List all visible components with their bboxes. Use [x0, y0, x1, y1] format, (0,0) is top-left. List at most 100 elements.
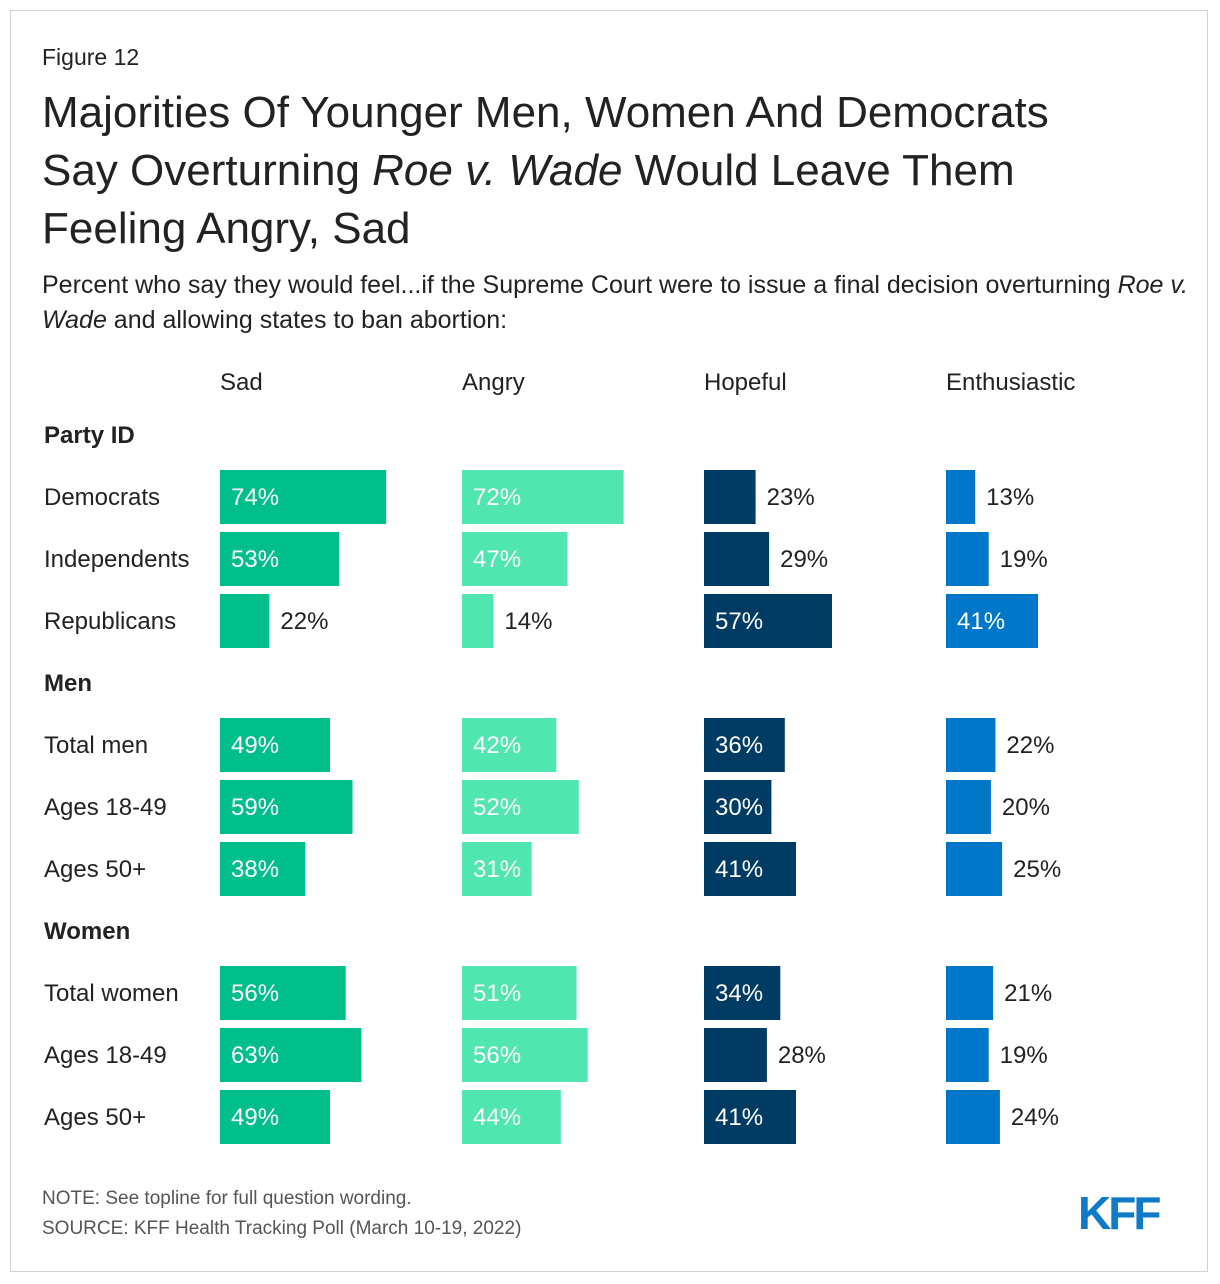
bar-enthusiastic-4	[946, 780, 991, 834]
row-label-republicans: Republicans	[44, 608, 177, 635]
bar-hopeful-4	[704, 780, 772, 834]
bar-label-enthusiastic-1: 19%	[1000, 546, 1048, 573]
bar-label-hopeful-3: 36%	[715, 732, 763, 759]
bar-sad-8	[220, 1090, 330, 1144]
chart-title: Majorities Of Younger Men, Women And Dem…	[42, 84, 1192, 258]
bar-angry-6	[462, 966, 577, 1020]
subtitle-pre: Percent who say they would feel...if the…	[42, 271, 1118, 299]
bar-enthusiastic-1	[946, 532, 989, 586]
bar-enthusiastic-8	[946, 1090, 1000, 1144]
row-label-men-18-49: Ages 18-49	[44, 794, 167, 821]
subtitle-italic: Roe v. Wade	[42, 271, 1188, 334]
group-label-men: Men	[44, 670, 92, 697]
bar-enthusiastic-3	[946, 718, 996, 772]
bar-label-enthusiastic-6: 21%	[1004, 980, 1052, 1007]
bar-label-hopeful-7: 28%	[778, 1042, 826, 1069]
source-text: SOURCE: KFF Health Tracking Poll (March …	[42, 1218, 522, 1239]
bar-angry-0	[462, 470, 624, 524]
bar-label-sad-5: 38%	[231, 856, 279, 883]
figure-frame	[10, 10, 1208, 1272]
bar-label-sad-8: 49%	[231, 1104, 279, 1131]
column-header-hopeful: Hopeful	[704, 369, 787, 396]
bar-hopeful-3	[704, 718, 785, 772]
bar-label-enthusiastic-4: 20%	[1002, 794, 1050, 821]
bar-label-sad-2: 22%	[280, 608, 328, 635]
bar-hopeful-2	[704, 594, 832, 648]
bar-label-hopeful-4: 30%	[715, 794, 763, 821]
bar-enthusiastic-6	[946, 966, 994, 1020]
bar-label-sad-1: 53%	[231, 546, 279, 573]
bar-enthusiastic-5	[946, 842, 1003, 896]
title-line-2-post: Would Leave Them	[622, 146, 1015, 195]
bar-label-angry-5: 31%	[473, 856, 521, 883]
bar-label-angry-1: 47%	[473, 546, 521, 573]
bar-label-enthusiastic-2: 41%	[957, 608, 1005, 635]
bar-label-angry-4: 52%	[473, 794, 521, 821]
chart-subtitle: Percent who say they would feel...if the…	[42, 268, 1192, 338]
row-label-total-women: Total women	[44, 980, 179, 1007]
bar-label-enthusiastic-0: 13%	[986, 484, 1034, 511]
row-label-women-50-plus: Ages 50+	[44, 1104, 147, 1131]
column-header-angry: Angry	[462, 369, 525, 396]
bar-label-sad-3: 49%	[231, 732, 279, 759]
bar-label-sad-4: 59%	[231, 794, 279, 821]
bar-hopeful-7	[704, 1028, 767, 1082]
bar-enthusiastic-2	[946, 594, 1038, 648]
bar-label-hopeful-1: 29%	[780, 546, 828, 573]
bar-angry-5	[462, 842, 532, 896]
bar-sad-1	[220, 532, 339, 586]
bar-label-sad-7: 63%	[231, 1042, 279, 1069]
bar-hopeful-0	[704, 470, 756, 524]
bar-label-enthusiastic-7: 19%	[1000, 1042, 1048, 1069]
bar-label-angry-7: 56%	[473, 1042, 521, 1069]
row-label-total-men: Total men	[44, 732, 149, 759]
bar-label-enthusiastic-8: 24%	[1011, 1104, 1059, 1131]
bar-label-angry-8: 44%	[473, 1104, 521, 1131]
title-line-2-pre: Say Overturning	[42, 146, 373, 195]
bar-label-hopeful-6: 34%	[715, 980, 763, 1007]
bar-label-sad-0: 74%	[231, 484, 279, 511]
bar-label-hopeful-8: 41%	[715, 1104, 763, 1131]
title-line-1: Majorities Of Younger Men, Women And Dem…	[42, 88, 1049, 137]
bar-sad-0	[220, 470, 387, 524]
subtitle-post: and allowing states to ban abortion:	[106, 306, 508, 334]
bar-label-angry-6: 51%	[473, 980, 521, 1007]
bar-angry-8	[462, 1090, 561, 1144]
bar-label-sad-6: 56%	[231, 980, 279, 1007]
row-label-men-50-plus: Ages 50+	[44, 856, 147, 883]
bar-hopeful-1	[704, 532, 770, 586]
kff-logo: KFF	[1078, 1187, 1161, 1239]
bar-sad-3	[220, 718, 330, 772]
bar-angry-1	[462, 532, 568, 586]
bar-label-hopeful-2: 57%	[715, 608, 763, 635]
bar-angry-7	[462, 1028, 588, 1082]
title-line-3: Feeling Angry, Sad	[42, 204, 411, 253]
bar-label-hopeful-0: 23%	[767, 484, 815, 511]
note-text: NOTE: See topline for full question word…	[42, 1188, 412, 1209]
column-header-enthusiastic: Enthusiastic	[946, 369, 1076, 396]
title-line-2: Say Overturning Roe v. Wade Would Leave …	[42, 142, 1192, 200]
bar-enthusiastic-7	[946, 1028, 989, 1082]
bar-angry-2	[462, 594, 494, 648]
bar-label-angry-2: 14%	[504, 608, 552, 635]
title-line-2-italic: Roe v. Wade	[372, 146, 623, 195]
bar-hopeful-8	[704, 1090, 796, 1144]
bar-label-enthusiastic-5: 25%	[1013, 856, 1061, 883]
bar-hopeful-6	[704, 966, 781, 1020]
bar-sad-5	[220, 842, 306, 896]
bar-label-hopeful-5: 41%	[715, 856, 763, 883]
bar-sad-2	[220, 594, 270, 648]
group-label-women: Women	[44, 918, 131, 945]
row-label-women-18-49: Ages 18-49	[44, 1042, 167, 1069]
bar-enthusiastic-0	[946, 470, 976, 524]
bar-angry-3	[462, 718, 557, 772]
bar-hopeful-5	[704, 842, 796, 896]
row-label-independents: Independents	[44, 546, 190, 573]
row-label-democrats: Democrats	[44, 484, 161, 511]
bar-sad-4	[220, 780, 353, 834]
bar-label-enthusiastic-3: 22%	[1006, 732, 1054, 759]
bar-label-angry-3: 42%	[473, 732, 521, 759]
column-header-sad: Sad	[220, 369, 263, 396]
bar-sad-6	[220, 966, 346, 1020]
bar-sad-7	[220, 1028, 362, 1082]
